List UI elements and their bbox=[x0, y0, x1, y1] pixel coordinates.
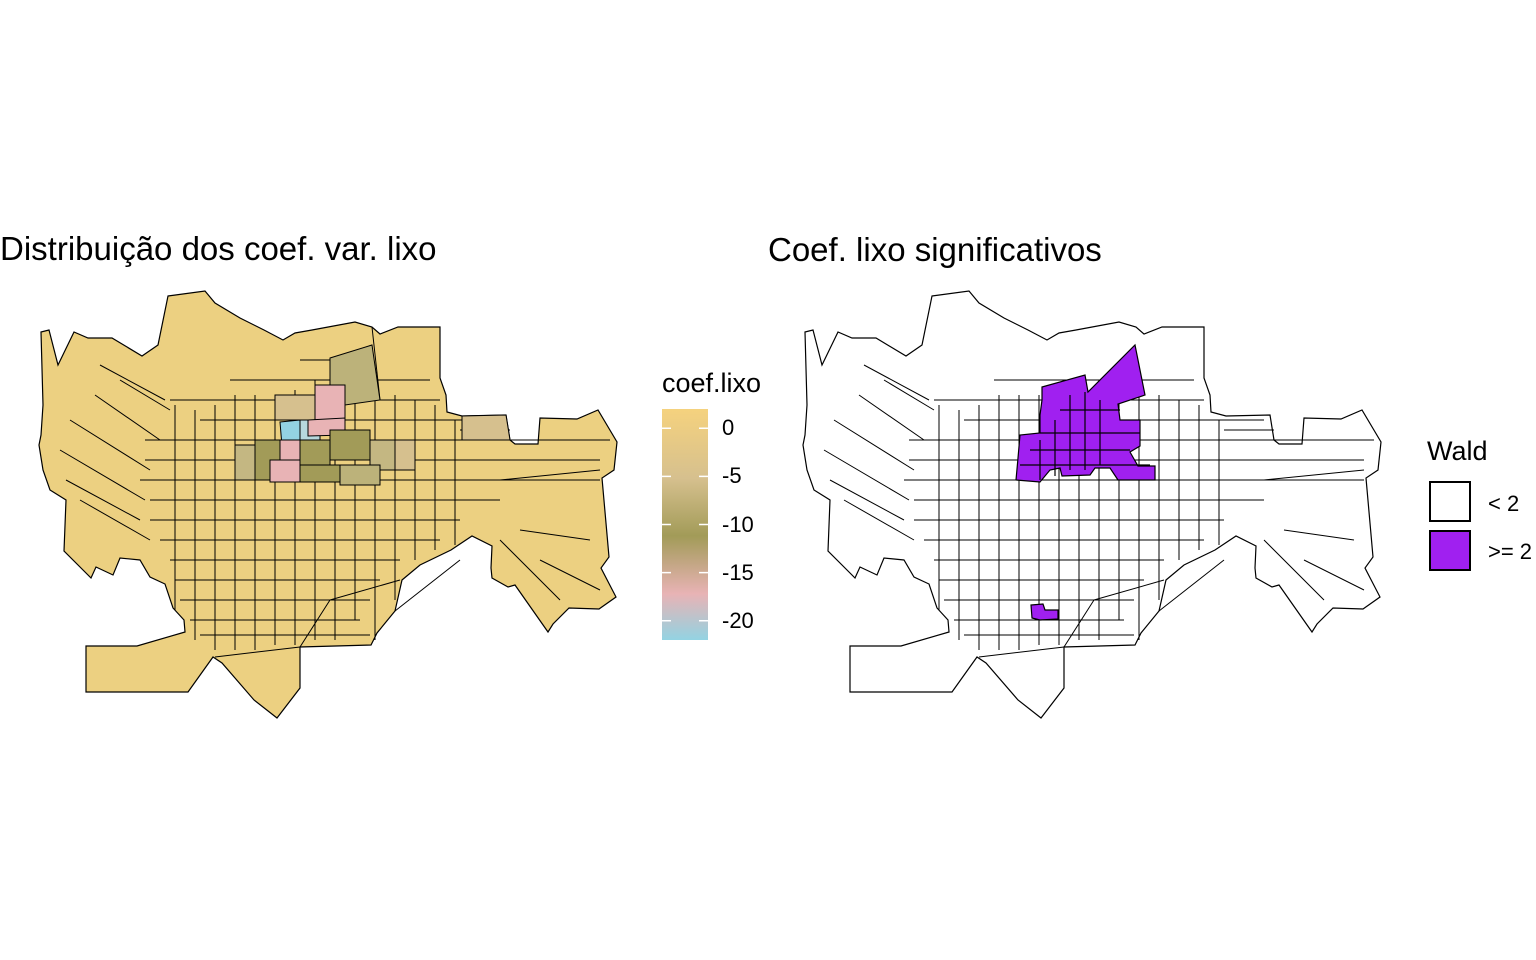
wald-legend-label-low: < 2 bbox=[1488, 491, 1520, 516]
coef-legend-title: coef.lixo bbox=[662, 368, 762, 398]
coef-legend-tick-label: -10 bbox=[722, 511, 754, 537]
right-map-title: Coef. lixo significativos bbox=[768, 231, 1102, 268]
wald-legend-title: Wald bbox=[1427, 436, 1488, 466]
coef-legend-tickmarks bbox=[662, 427, 708, 622]
left-significant-tracts bbox=[234, 344, 511, 486]
coef-legend-tick-label: -15 bbox=[722, 559, 754, 585]
right-map-region-outline bbox=[802, 290, 1382, 719]
right-significant-tracts bbox=[1015, 343, 1156, 621]
left-tract-boundaries bbox=[59, 326, 610, 658]
wald-legend-swatch-high bbox=[1429, 530, 1471, 571]
right-significance-map bbox=[802, 290, 1382, 719]
left-map-region-outline bbox=[38, 290, 618, 719]
left-map-title: Distribuição dos coef. var. lixo bbox=[0, 230, 437, 267]
wald-legend-swatch-low bbox=[1429, 481, 1471, 522]
coef-legend-tick-label: -5 bbox=[722, 463, 742, 489]
coef-legend-tick-label: -20 bbox=[722, 607, 754, 633]
coef-legend-tick-label: 0 bbox=[722, 415, 735, 441]
left-choropleth-map bbox=[38, 290, 618, 719]
wald-legend-label-high: >= 2 bbox=[1488, 539, 1533, 564]
